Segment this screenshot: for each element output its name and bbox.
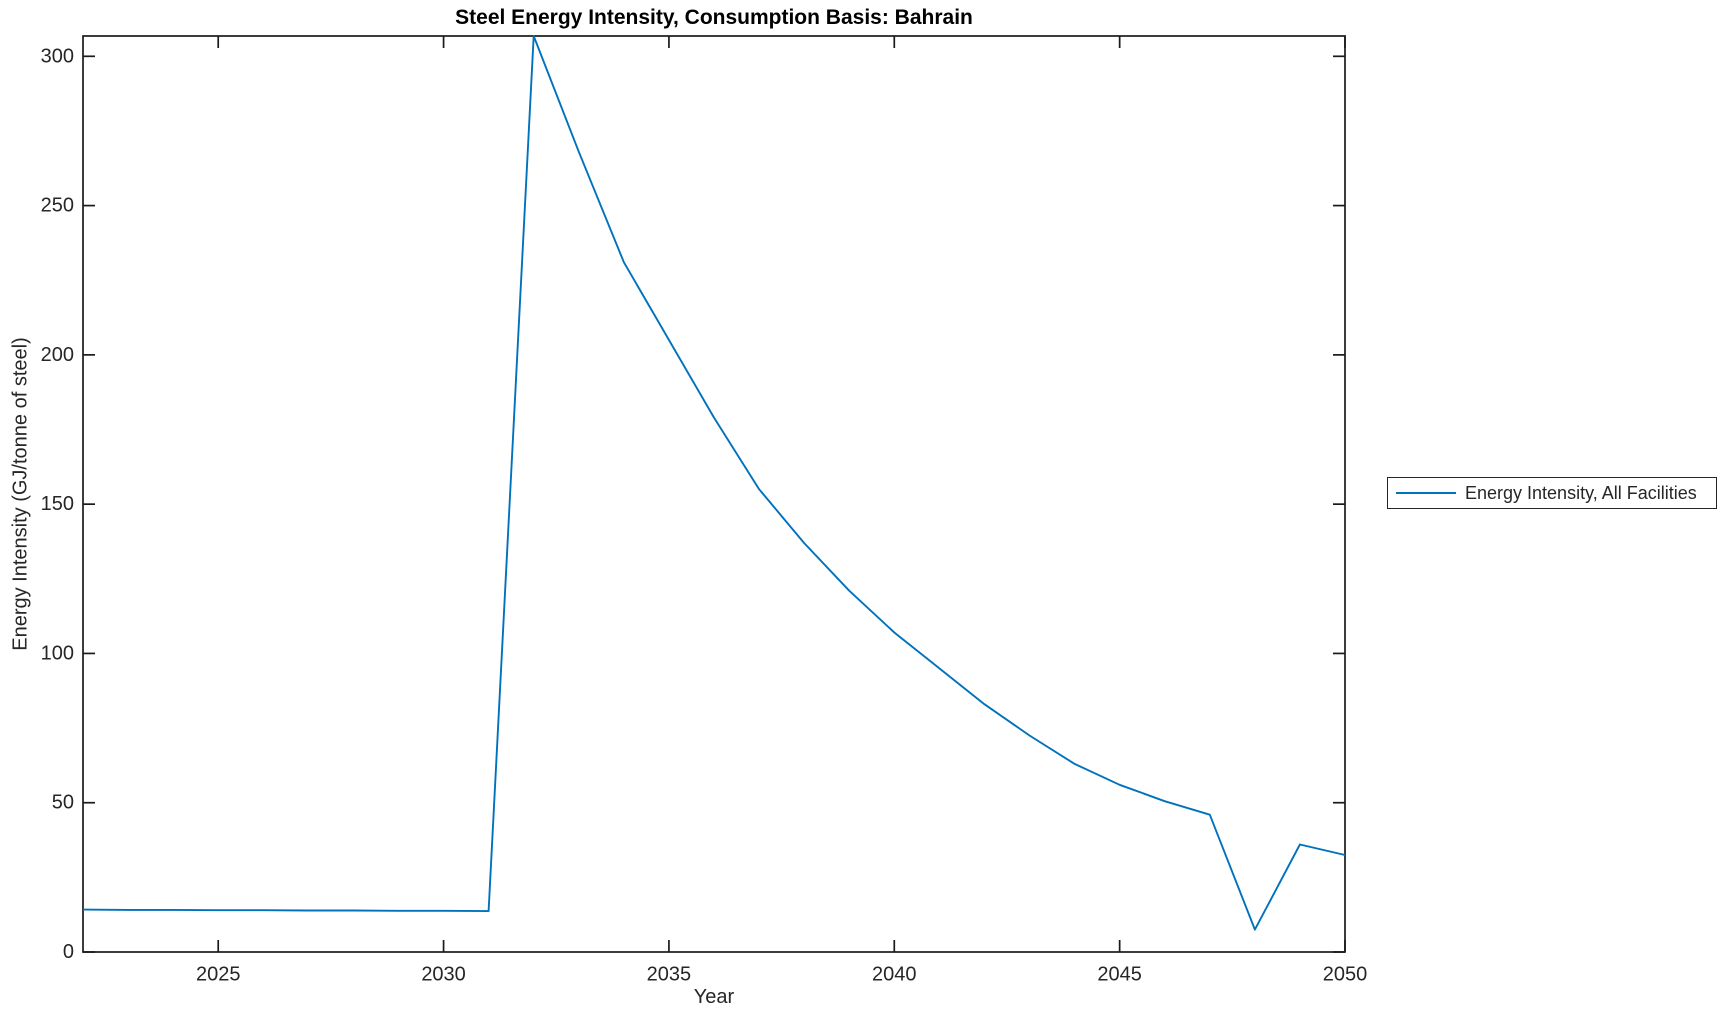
x-tick-label: 2035 [647, 964, 692, 986]
y-tick-label: 100 [41, 642, 74, 664]
x-tick-label: 2045 [1097, 964, 1142, 986]
legend: Energy Intensity, All Facilities [1387, 477, 1717, 509]
legend-label: Energy Intensity, All Facilities [1465, 482, 1697, 503]
x-tick-label: 2030 [421, 964, 466, 986]
plot-border [82, 35, 1346, 953]
y-tick-label: 150 [41, 493, 74, 515]
chart-title: Steel Energy Intensity, Consumption Basi… [455, 6, 973, 29]
y-tick-label: 200 [41, 344, 74, 366]
x-tick-label: 2025 [196, 964, 241, 986]
y-tick-label: 0 [63, 941, 74, 963]
x-tick-label: 2050 [1323, 964, 1368, 986]
x-axis-label: Year [693, 986, 735, 1008]
y-tick-label: 250 [41, 195, 74, 217]
x-tick-label: 2040 [872, 964, 917, 986]
series-line [82, 35, 1346, 931]
y-tick-label: 50 [52, 792, 74, 814]
y-tick-label: 300 [41, 45, 74, 67]
legend-line-sample [1396, 492, 1456, 494]
legend-entry: Energy Intensity, All Facilities [1388, 483, 1716, 504]
y-axis-label: Energy Intensity (GJ/tonne of steel) [9, 337, 32, 651]
